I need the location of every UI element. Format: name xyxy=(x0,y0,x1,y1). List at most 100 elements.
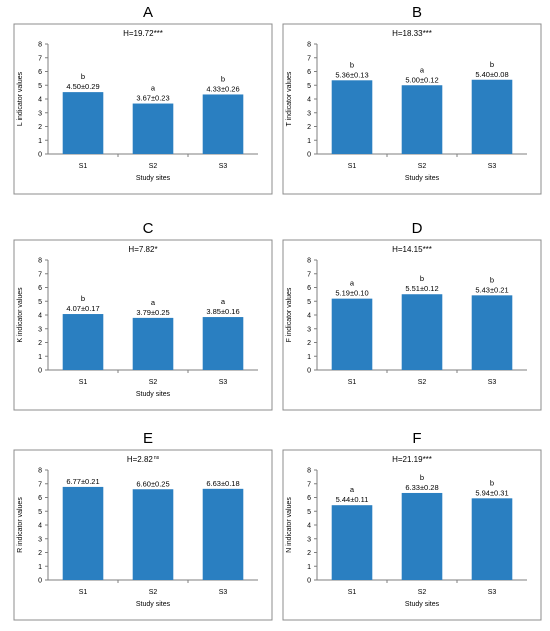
x-tick-label: S3 xyxy=(488,589,497,596)
significance-letter: a xyxy=(151,298,156,307)
y-tick-label: 5 xyxy=(38,83,42,90)
y-axis-label: F indicator values xyxy=(286,287,293,342)
y-tick-label: 8 xyxy=(38,468,42,475)
chart-title: H=2.82ns xyxy=(127,455,160,464)
x-tick-label: S1 xyxy=(348,379,357,386)
chart-svg: F H=21.19*** 0 1 2 3 4 5 6 7 8 N indicator values 5.… xyxy=(282,430,542,621)
x-axis-label: Study sites xyxy=(136,175,171,182)
bar-s1 xyxy=(62,314,104,370)
x-axis-label: Study sites xyxy=(405,601,440,608)
y-axis-label: N indicator values xyxy=(286,497,293,553)
y-tick-label: 6 xyxy=(38,495,42,502)
bar-s2 xyxy=(401,85,443,154)
x-axis-label: Study sites xyxy=(405,175,440,182)
data-label: 3.79±0.25 xyxy=(136,308,169,317)
y-tick-label: 7 xyxy=(38,55,42,62)
significance-letter: b xyxy=(221,74,225,83)
y-tick-label: 5 xyxy=(38,509,42,516)
bar-s3 xyxy=(471,498,513,580)
y-tick-label: 8 xyxy=(38,42,42,49)
y-tick-label: 4 xyxy=(38,523,42,530)
data-label: 4.50±0.29 xyxy=(66,82,99,91)
x-tick-label: S1 xyxy=(79,589,88,596)
data-label: 4.07±0.17 xyxy=(66,304,99,313)
y-tick-label: 8 xyxy=(307,258,311,265)
chart-title: H=7.82* xyxy=(128,245,157,254)
panel-letter: F xyxy=(412,430,421,447)
bar-s1 xyxy=(62,92,104,154)
x-tick-label: S3 xyxy=(219,379,228,386)
data-label: 3.67±0.23 xyxy=(136,94,169,103)
significance-letter: a xyxy=(420,65,425,74)
chart-title: H=21.19*** xyxy=(392,455,432,464)
chart-title: H=19.72*** xyxy=(123,29,163,38)
bar-s2 xyxy=(132,317,174,370)
data-label: 5.40±0.08 xyxy=(475,70,508,79)
y-tick-label: 1 xyxy=(307,354,311,361)
panel-letter: D xyxy=(412,220,423,237)
x-axis-label: Study sites xyxy=(136,391,171,398)
y-tick-label: 8 xyxy=(38,258,42,265)
chart-svg: E H=2.82ns 0 1 2 3 4 5 6 7 8 R indicator values 6.77… xyxy=(13,430,273,621)
y-tick-label: 5 xyxy=(307,83,311,90)
x-tick-label: S2 xyxy=(149,163,158,170)
chart-panel-c: C H=7.82* 0 1 2 3 4 5 6 7 8 K indicator values 4.07±… xyxy=(8,220,278,420)
panel-letter: A xyxy=(143,4,153,21)
y-tick-label: 5 xyxy=(307,509,311,516)
x-axis-label: Study sites xyxy=(136,601,171,608)
data-label: 3.85±0.16 xyxy=(206,307,239,316)
y-axis-label: R indicator values xyxy=(17,497,24,553)
bar-s3 xyxy=(471,79,513,154)
y-tick-label: 1 xyxy=(38,564,42,571)
x-tick-label: S3 xyxy=(488,379,497,386)
data-label: 5.94±0.31 xyxy=(475,488,508,497)
significance-letter: b xyxy=(420,274,424,283)
y-tick-label: 2 xyxy=(307,124,311,131)
y-tick-label: 0 xyxy=(307,578,311,585)
panel-letter: E xyxy=(143,430,153,447)
y-tick-label: 2 xyxy=(307,340,311,347)
y-tick-label: 2 xyxy=(38,124,42,131)
significance-letter: b xyxy=(420,473,424,482)
significance-letter: b xyxy=(490,275,494,284)
y-tick-label: 0 xyxy=(38,152,42,159)
bar-s1 xyxy=(62,486,104,580)
chart-svg: B H=18.33*** 0 1 2 3 4 5 6 7 8 T indicator values 5.… xyxy=(282,4,542,195)
bar-s3 xyxy=(202,94,244,154)
y-tick-label: 1 xyxy=(38,138,42,145)
bar-s2 xyxy=(132,489,174,580)
y-tick-label: 4 xyxy=(38,313,42,320)
bar-s3 xyxy=(202,488,244,580)
y-tick-label: 3 xyxy=(38,536,42,543)
data-label: 5.36±0.13 xyxy=(335,70,368,79)
y-tick-label: 7 xyxy=(38,481,42,488)
y-tick-label: 6 xyxy=(307,69,311,76)
y-tick-label: 3 xyxy=(307,326,311,333)
y-tick-label: 4 xyxy=(307,523,311,530)
data-label: 6.77±0.21 xyxy=(66,477,99,486)
y-tick-label: 2 xyxy=(38,340,42,347)
y-tick-label: 1 xyxy=(307,564,311,571)
y-tick-label: 8 xyxy=(307,42,311,49)
y-tick-label: 7 xyxy=(307,271,311,278)
y-tick-label: 0 xyxy=(307,368,311,375)
data-label: 6.63±0.18 xyxy=(206,479,239,488)
x-tick-label: S1 xyxy=(348,163,357,170)
data-label: 4.33±0.26 xyxy=(206,84,239,93)
significance-letter: b xyxy=(490,478,494,487)
y-tick-label: 0 xyxy=(307,152,311,159)
significance-letter: a xyxy=(350,485,355,494)
data-label: 5.44±0.11 xyxy=(336,495,369,504)
x-tick-label: S2 xyxy=(149,589,158,596)
chart-panel-d: D H=14.15*** 0 1 2 3 4 5 6 7 8 F indicator values 5.… xyxy=(277,220,547,420)
significance-letter: a xyxy=(350,279,355,288)
chart-svg: A H=19.72*** 0 1 2 3 4 5 6 7 8 L indicator values 4.… xyxy=(13,4,273,195)
bar-s1 xyxy=(331,298,373,370)
chart-title: H=14.15*** xyxy=(392,245,432,254)
y-tick-label: 0 xyxy=(38,578,42,585)
significance-letter: b xyxy=(81,72,85,81)
y-tick-label: 3 xyxy=(38,110,42,117)
y-tick-label: 6 xyxy=(38,69,42,76)
significance-letter: a xyxy=(151,84,156,93)
data-label: 6.33±0.28 xyxy=(405,483,438,492)
